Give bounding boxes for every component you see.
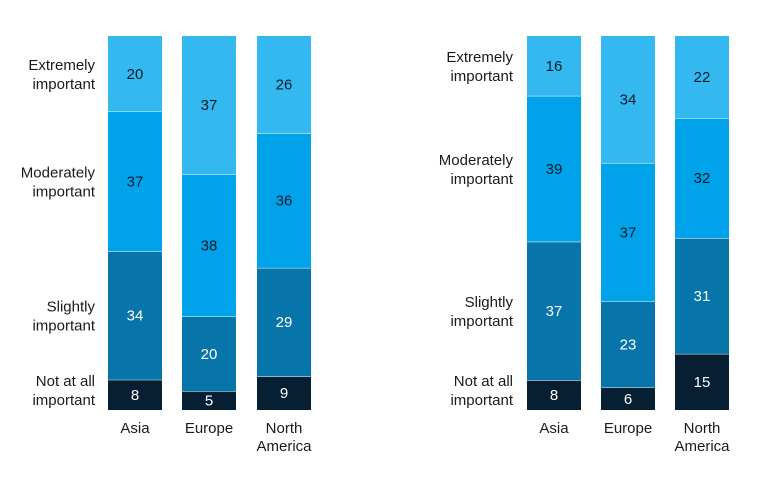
bar-segment-asia-slightly-important xyxy=(527,241,581,381)
row-label-not-at-all-important: Not at all important xyxy=(32,373,95,409)
bar-segment-north-america-not-at-all-important xyxy=(675,353,729,410)
bar-segment-north-america-moderately-important xyxy=(257,133,311,268)
bar-segment-asia-not-at-all-important xyxy=(108,379,162,410)
row-label-extremely-important: Extremely important xyxy=(446,49,514,85)
bar-segment-asia-moderately-important xyxy=(108,111,162,252)
data-label-asia-slightly-important: 37 xyxy=(546,303,563,320)
data-label-europe-not-at-all-important: 5 xyxy=(205,393,213,410)
bar-segment-north-america-slightly-important xyxy=(675,237,729,354)
data-label-asia-extremely-important: 20 xyxy=(127,66,144,83)
data-label-north-america-slightly-important: 29 xyxy=(276,314,293,331)
bar-segment-north-america-extremely-important xyxy=(675,36,729,119)
data-label-europe-moderately-important: 37 xyxy=(620,224,637,241)
data-label-north-america-not-at-all-important: 15 xyxy=(694,374,711,391)
data-label-europe-extremely-important: 37 xyxy=(201,97,218,114)
data-label-north-america-moderately-important: 36 xyxy=(276,193,293,210)
data-label-europe-extremely-important: 34 xyxy=(620,92,637,109)
category-label-asia: Asia xyxy=(120,420,150,437)
bar-segment-europe-extremely-important xyxy=(601,36,655,164)
bar-segment-north-america-extremely-important xyxy=(257,36,311,134)
row-label-extremely-important: Extremely important xyxy=(28,57,96,93)
data-label-north-america-slightly-important: 31 xyxy=(694,288,711,305)
category-label-north-america: North America xyxy=(674,420,730,455)
bar-segment-asia-not-at-all-important xyxy=(527,380,581,410)
chart-panel-1: 8 34 37 20 Asia 5 20 38 37 Europe 9 29 36 26 North Amer… xyxy=(21,36,312,455)
bar-segment-europe-moderately-important xyxy=(601,163,655,302)
bar-segment-north-america-moderately-important xyxy=(675,118,729,238)
bar-segment-europe-slightly-important xyxy=(182,316,236,392)
bar-segment-asia-extremely-important xyxy=(108,36,162,112)
bar-segment-asia-slightly-important xyxy=(108,251,162,380)
bar-segment-europe-extremely-important xyxy=(182,36,236,175)
bar-segment-asia-extremely-important xyxy=(527,36,581,96)
bar-segment-europe-moderately-important xyxy=(182,174,236,317)
data-label-europe-not-at-all-important: 6 xyxy=(624,391,632,408)
category-label-europe: Europe xyxy=(185,420,233,437)
data-label-asia-moderately-important: 37 xyxy=(127,173,144,190)
bar-segment-north-america-slightly-important xyxy=(257,267,311,377)
data-label-asia-not-at-all-important: 8 xyxy=(550,387,558,404)
data-label-north-america-extremely-important: 26 xyxy=(276,77,293,94)
category-label-europe: Europe xyxy=(604,420,652,437)
row-label-moderately-important: Moderately important xyxy=(439,152,514,188)
bar-segment-asia-moderately-important xyxy=(527,95,581,242)
row-label-slightly-important: Slightly important xyxy=(32,299,95,335)
row-label-moderately-important: Moderately important xyxy=(21,164,96,200)
data-label-europe-moderately-important: 38 xyxy=(201,237,218,254)
data-label-europe-slightly-important: 20 xyxy=(201,346,218,363)
chart-panel-2: 8 37 39 16 Asia 6 23 37 34 Europe 15 31 32 22 North Ame… xyxy=(439,36,730,455)
bar-segment-europe-not-at-all-important xyxy=(601,387,655,410)
data-label-asia-slightly-important: 34 xyxy=(127,308,144,325)
row-label-slightly-important: Slightly important xyxy=(450,294,513,330)
category-label-north-america: North America xyxy=(256,420,312,455)
bar-segment-europe-not-at-all-important xyxy=(182,391,236,410)
data-label-asia-moderately-important: 39 xyxy=(546,161,563,178)
data-label-north-america-extremely-important: 22 xyxy=(694,69,711,86)
row-label-not-at-all-important: Not at all important xyxy=(450,373,513,409)
data-label-asia-not-at-all-important: 8 xyxy=(131,387,139,404)
bar-segment-europe-slightly-important xyxy=(601,301,655,388)
data-label-europe-slightly-important: 23 xyxy=(620,337,637,354)
data-label-north-america-moderately-important: 32 xyxy=(694,170,711,187)
category-label-asia: Asia xyxy=(539,420,569,437)
data-label-north-america-not-at-all-important: 9 xyxy=(280,385,288,402)
data-label-asia-extremely-important: 16 xyxy=(546,58,563,75)
bar-segment-north-america-not-at-all-important xyxy=(257,376,311,410)
